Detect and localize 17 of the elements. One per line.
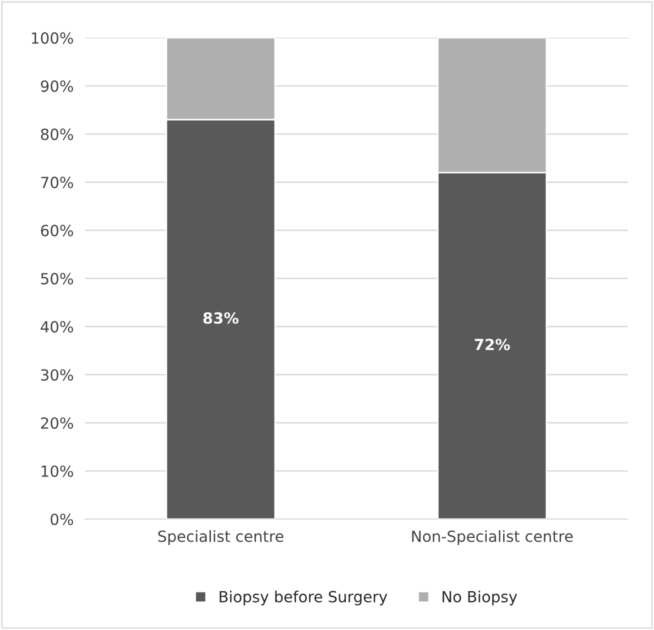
- data-label: 83%: [203, 312, 239, 324]
- y-tick-label: 70%: [41, 176, 74, 188]
- y-tick-label: 50%: [41, 272, 74, 284]
- data-label: 72%: [474, 338, 510, 350]
- legend-label: Biopsy before Surgery: [220, 590, 388, 606]
- y-tick-label: 0%: [50, 514, 74, 526]
- y-tick-label: 60%: [41, 224, 74, 236]
- x-tick-label: Non-Specialist centre: [412, 530, 573, 546]
- y-tick-label: 100%: [32, 32, 74, 44]
- y-tick-label: 40%: [40, 321, 74, 333]
- y-tick-label: 20%: [41, 417, 74, 429]
- legend-label: No Biopsy: [442, 590, 518, 606]
- y-tick-label: 30%: [41, 369, 74, 381]
- y-tick-label: 90%: [40, 80, 74, 92]
- y-tick-label: 80%: [40, 128, 74, 140]
- x-tick-label: Specialist centre: [158, 530, 284, 546]
- y-tick-label: 10%: [42, 465, 74, 478]
